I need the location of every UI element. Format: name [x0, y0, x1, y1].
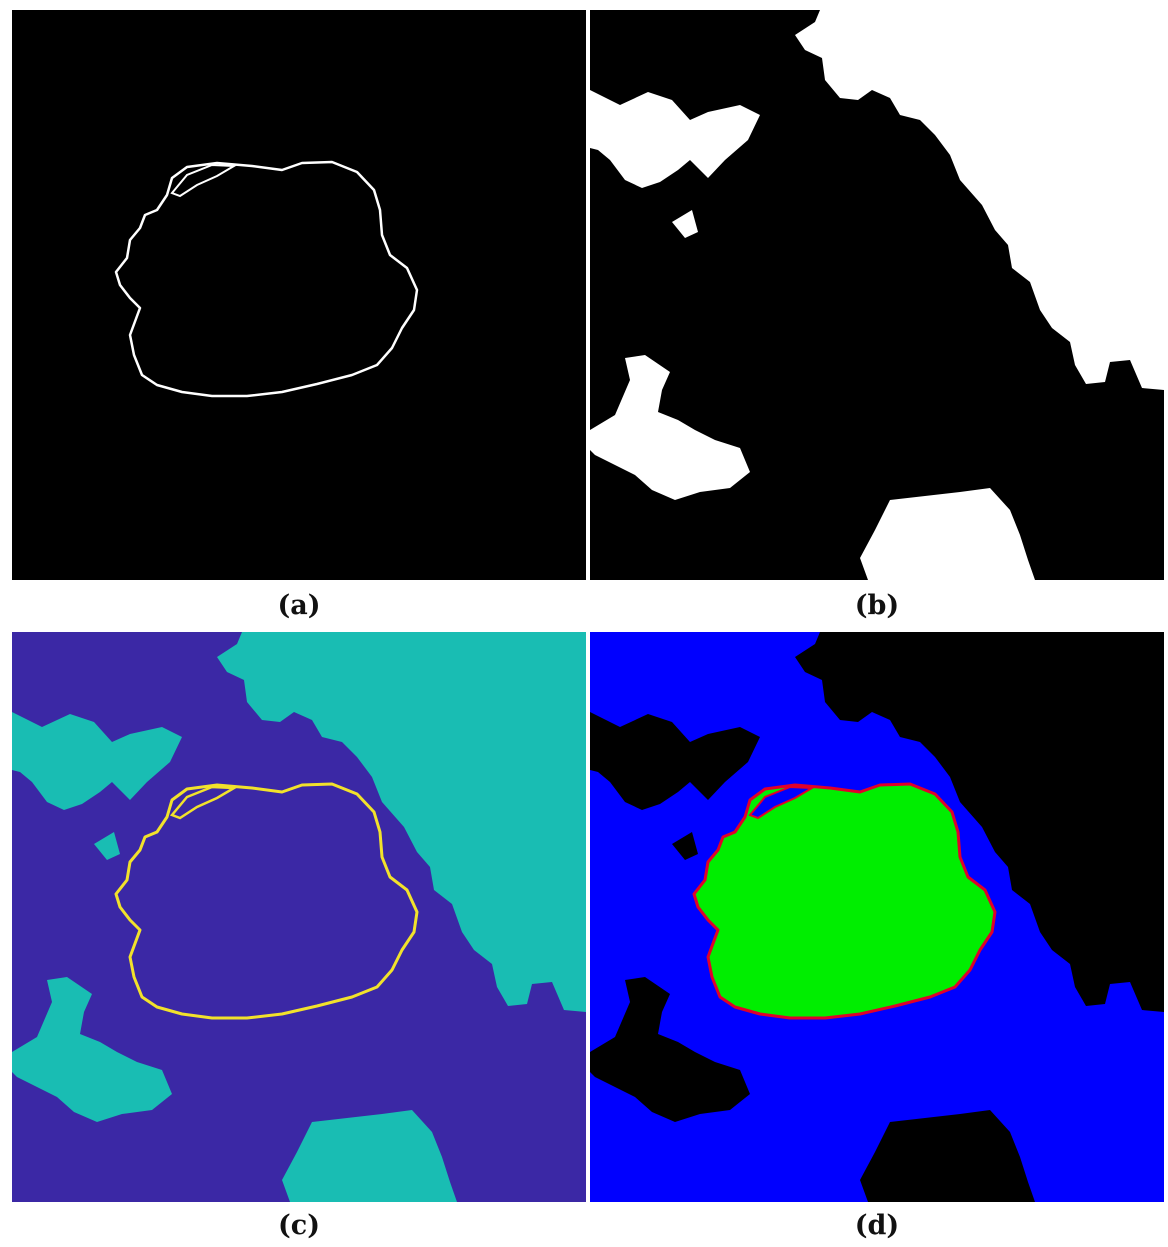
- mask-right-edge-bump: [1154, 178, 1164, 202]
- caption-d: (d): [854, 1210, 900, 1241]
- overlay-top-right-region: [217, 632, 586, 1012]
- overlay-left-region: [12, 977, 172, 1122]
- mask-bottom-region: [860, 488, 1035, 580]
- overlay-small-notch: [94, 832, 120, 860]
- panel-a-background: [12, 10, 586, 580]
- mask-top-right-region: [795, 10, 1164, 390]
- segment-left-region: [590, 977, 750, 1122]
- mask-right-edge-bump-2: [1156, 315, 1164, 340]
- panel-b-image: [590, 10, 1164, 580]
- overlay-mask-regions: [12, 632, 586, 1202]
- caption-b: (b): [854, 590, 900, 621]
- segment-top-right-region: [795, 632, 1164, 1012]
- segmented-inner-fold: [748, 785, 816, 820]
- caption-c: (c): [278, 1210, 320, 1241]
- mask-small-notch: [672, 210, 698, 238]
- panel-d-image: [590, 632, 1164, 1202]
- segment-bottom-region: [860, 1110, 1035, 1202]
- caption-a: (a): [277, 590, 321, 621]
- panel-c: [12, 632, 586, 1202]
- segment-top-left-region: [590, 712, 760, 810]
- panel-a: [12, 10, 586, 580]
- overlay-inner-fold: [169, 785, 239, 820]
- segmented-lesion-fill: [692, 782, 997, 1020]
- mask-regions: [590, 10, 1164, 580]
- segment-background-regions: [590, 632, 1164, 1202]
- panel-b: [590, 10, 1164, 580]
- overlay-lesion-boundary: [114, 782, 419, 1020]
- segment-small-notch: [672, 832, 698, 860]
- mask-left-region: [590, 355, 750, 500]
- lesion-inner-fold: [170, 163, 238, 198]
- panel-a-image: [12, 10, 586, 580]
- overlay-top-left-region: [12, 712, 182, 810]
- panel-d: [590, 632, 1164, 1202]
- panel-c-image: [12, 632, 586, 1202]
- lesion-boundary: [114, 160, 419, 398]
- overlay-bottom-region: [282, 1110, 457, 1202]
- mask-top-left-region: [590, 90, 760, 188]
